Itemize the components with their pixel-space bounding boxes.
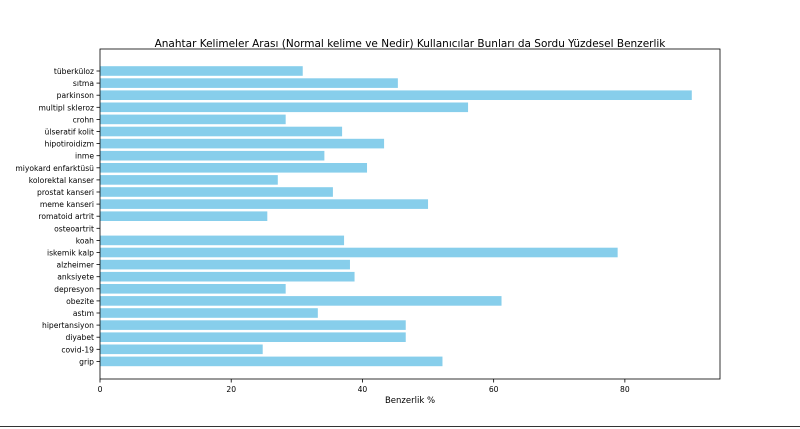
bar-4 (100, 114, 286, 125)
y-tick-label: parkinson (57, 91, 95, 100)
y-tick-label: meme kanseri (40, 200, 94, 209)
y-tick-label: diyabet (65, 333, 94, 342)
y-tick-label: romatoid artrit (38, 212, 94, 221)
y-tick-label: covid-19 (61, 345, 94, 354)
y-tick-label: iskemik kalp (47, 249, 94, 258)
bar-7 (100, 150, 325, 161)
bar-6 (100, 138, 385, 149)
x-tick-label: 40 (358, 385, 368, 394)
y-tick-label: depresyon (54, 285, 94, 294)
x-tick-label: 60 (489, 385, 499, 394)
y-tick-label: osteoartrit (54, 224, 94, 233)
y-tick-label: multipl skleroz (39, 103, 94, 112)
bar-11 (100, 199, 429, 209)
bars (100, 66, 692, 367)
plot-frame (99, 48, 721, 380)
bar-2 (100, 90, 692, 100)
bar-5 (100, 126, 343, 137)
x-tick-label: 20 (226, 385, 236, 394)
y-tick-label: astım (73, 309, 94, 318)
y-tick-label: obezite (66, 297, 94, 306)
y-tick-label: crohn (73, 115, 95, 124)
bar-23 (100, 344, 263, 355)
bar-22 (100, 332, 406, 342)
y-tick-label: koah (76, 236, 94, 245)
bar-18 (100, 284, 286, 294)
y-tick-label: anksiyete (57, 273, 94, 282)
bar-24 (100, 356, 443, 367)
bar-3 (100, 102, 469, 113)
y-tick-label: miyokard enfarktüsü (15, 164, 94, 173)
bar-19 (100, 296, 502, 306)
y-tick-label: kolorektal kanser (29, 176, 95, 185)
x-tick-label: 0 (98, 385, 103, 394)
y-tick-label: hipotiroidizm (44, 140, 94, 149)
bar-21 (100, 320, 406, 330)
x-axis-label: Benzerlik % (385, 396, 435, 406)
chart-title: Anahtar Kelimeler Arası (Normal kelime v… (155, 38, 667, 50)
x-axis-ticks: 0 20 40 60 80 (98, 379, 630, 394)
bar-9 (100, 175, 278, 185)
bar-20 (100, 308, 318, 318)
y-tick-label: alzheimer (56, 261, 94, 270)
bar-14 (100, 235, 345, 246)
x-tick-label: 80 (620, 385, 630, 394)
bar-10 (100, 187, 333, 197)
bar-12 (100, 211, 268, 221)
y-tick-label: sıtma (73, 79, 94, 88)
y-tick-label: hipertansiyon (42, 321, 94, 330)
bottom-rule (0, 426, 800, 427)
bar-16 (100, 259, 350, 270)
y-tick-label: prostat kanseri (37, 188, 94, 197)
bar-15 (100, 247, 618, 258)
bar-0 (100, 66, 303, 76)
bar-17 (100, 271, 355, 282)
bar-1 (100, 78, 398, 88)
bar-8 (100, 163, 368, 173)
y-tick-label: ülseratif kolit (45, 128, 94, 137)
y-tick-label: tüberküloz (54, 67, 94, 76)
y-tick-label: grip (79, 357, 94, 366)
y-tick-label: inme (75, 152, 94, 161)
y-axis-ticks: tüberküloz sıtma parkinson multipl skleroz c… (15, 67, 100, 366)
